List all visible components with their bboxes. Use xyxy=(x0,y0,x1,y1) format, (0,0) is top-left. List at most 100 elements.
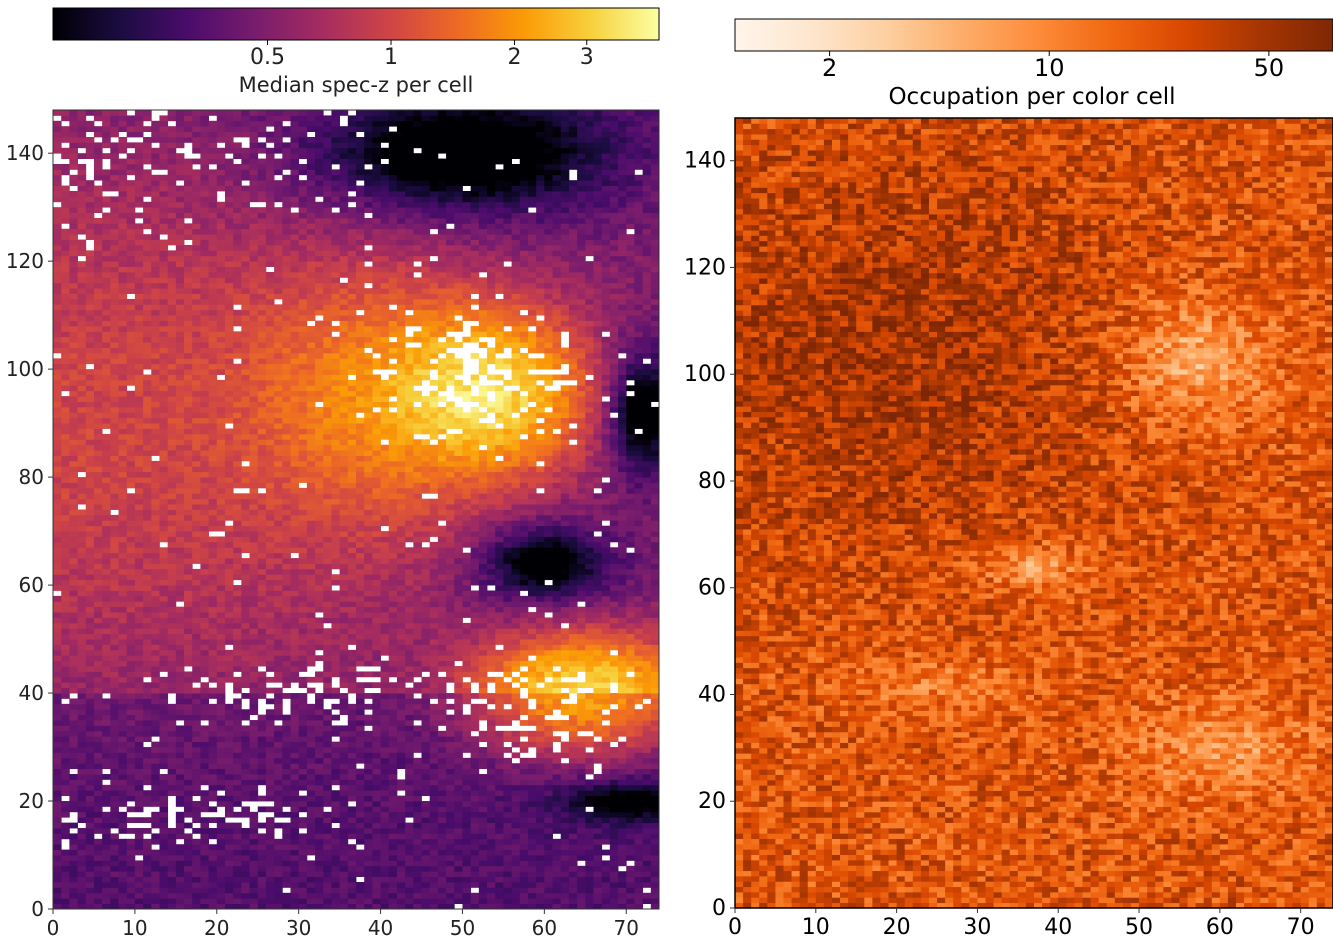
heatmap-cell xyxy=(290,828,299,834)
heatmap-cell xyxy=(593,715,602,721)
heatmap-cell xyxy=(495,580,504,586)
heatmap-cell xyxy=(233,617,242,623)
heatmap-cell xyxy=(356,882,365,888)
heatmap-cell xyxy=(553,628,562,634)
heatmap-cell xyxy=(593,558,602,564)
heatmap-cell xyxy=(282,833,291,839)
heatmap-cell xyxy=(372,866,381,872)
heatmap-cell xyxy=(397,882,406,888)
heatmap-cell xyxy=(217,731,226,737)
heatmap-cell xyxy=(422,607,431,613)
heatmap-cell xyxy=(323,709,332,715)
heatmap-cell xyxy=(438,623,447,629)
heatmap-cell xyxy=(577,666,586,672)
heatmap-cell xyxy=(69,607,78,613)
heatmap-cell xyxy=(53,720,62,726)
heatmap-cell xyxy=(422,720,431,726)
heatmap-cell xyxy=(487,833,496,839)
heatmap-cell xyxy=(462,887,471,893)
heatmap-cell xyxy=(544,704,553,710)
heatmap-cell xyxy=(315,677,324,683)
heatmap-cell xyxy=(462,763,471,769)
heatmap-cell xyxy=(643,850,652,856)
heatmap-cell xyxy=(274,526,283,532)
heatmap-cell xyxy=(233,553,242,559)
heatmap-cell xyxy=(495,655,504,661)
heatmap-cell xyxy=(618,634,627,640)
heatmap-cell xyxy=(651,828,660,834)
heatmap-cell xyxy=(323,898,332,904)
heatmap-cell xyxy=(315,898,324,904)
heatmap-cell xyxy=(430,596,439,602)
heatmap-cell xyxy=(340,850,349,856)
heatmap-cell xyxy=(184,742,193,748)
heatmap-cell xyxy=(143,860,152,866)
heatmap-cell xyxy=(143,801,152,807)
heatmap-cell xyxy=(86,655,95,661)
heatmap-cell xyxy=(135,833,144,839)
heatmap-cell xyxy=(282,769,291,775)
heatmap-cell xyxy=(634,693,643,699)
heatmap-cell xyxy=(487,709,496,715)
heatmap-cell xyxy=(127,893,136,899)
heatmap-cell xyxy=(634,596,643,602)
heatmap-cell xyxy=(102,623,111,629)
heatmap-cell xyxy=(135,526,144,532)
heatmap-cell xyxy=(422,666,431,672)
heatmap-cell xyxy=(200,520,209,526)
heatmap-cell xyxy=(593,731,602,737)
heatmap-cell xyxy=(110,752,119,758)
heatmap-cell xyxy=(569,569,578,575)
heatmap-cell xyxy=(184,887,193,893)
heatmap-cell xyxy=(307,871,316,877)
heatmap-cell xyxy=(266,661,275,667)
heatmap-cell xyxy=(53,677,62,683)
heatmap-cell xyxy=(119,531,128,537)
heatmap-cell xyxy=(471,898,480,904)
heatmap-cell xyxy=(454,806,463,812)
heatmap-cell xyxy=(544,752,553,758)
heatmap-cell xyxy=(331,536,340,542)
heatmap-cell xyxy=(119,574,128,580)
heatmap-cell xyxy=(78,796,87,802)
heatmap-cell xyxy=(593,617,602,623)
heatmap-cell xyxy=(241,612,250,618)
heatmap-cell xyxy=(593,752,602,758)
heatmap-cell xyxy=(446,542,455,548)
heatmap-cell xyxy=(290,531,299,537)
heatmap-cell xyxy=(282,790,291,796)
heatmap-cell xyxy=(446,639,455,645)
heatmap-cell xyxy=(307,844,316,850)
heatmap-cell xyxy=(356,731,365,737)
heatmap-cell xyxy=(110,715,119,721)
heatmap-cell xyxy=(536,585,545,591)
heatmap-cell xyxy=(241,547,250,553)
heatmap-cell xyxy=(381,877,390,883)
heatmap-cell xyxy=(241,877,250,883)
heatmap-cell xyxy=(209,806,218,812)
heatmap-cell xyxy=(184,855,193,861)
heatmap-cell xyxy=(389,752,398,758)
heatmap-cell xyxy=(618,585,627,591)
heatmap-cell xyxy=(512,547,521,553)
heatmap-cell xyxy=(593,601,602,607)
heatmap-cell xyxy=(487,855,496,861)
heatmap-cell xyxy=(626,590,635,596)
heatmap-cell xyxy=(119,817,128,823)
heatmap-cell xyxy=(454,844,463,850)
heatmap-cell xyxy=(274,758,283,764)
heatmap-cell xyxy=(53,612,62,618)
heatmap-cell xyxy=(389,839,398,845)
heatmap-cell xyxy=(479,634,488,640)
heatmap-cell xyxy=(397,866,406,872)
heatmap-cell xyxy=(266,763,275,769)
heatmap-cell xyxy=(561,898,570,904)
heatmap-cell xyxy=(282,866,291,872)
heatmap-cell xyxy=(315,747,324,753)
heatmap-cell xyxy=(438,601,447,607)
heatmap-cell xyxy=(610,547,619,553)
heatmap-cell xyxy=(94,866,103,872)
heatmap-cell xyxy=(422,806,431,812)
heatmap-cell xyxy=(634,785,643,791)
heatmap-cell xyxy=(422,536,431,542)
